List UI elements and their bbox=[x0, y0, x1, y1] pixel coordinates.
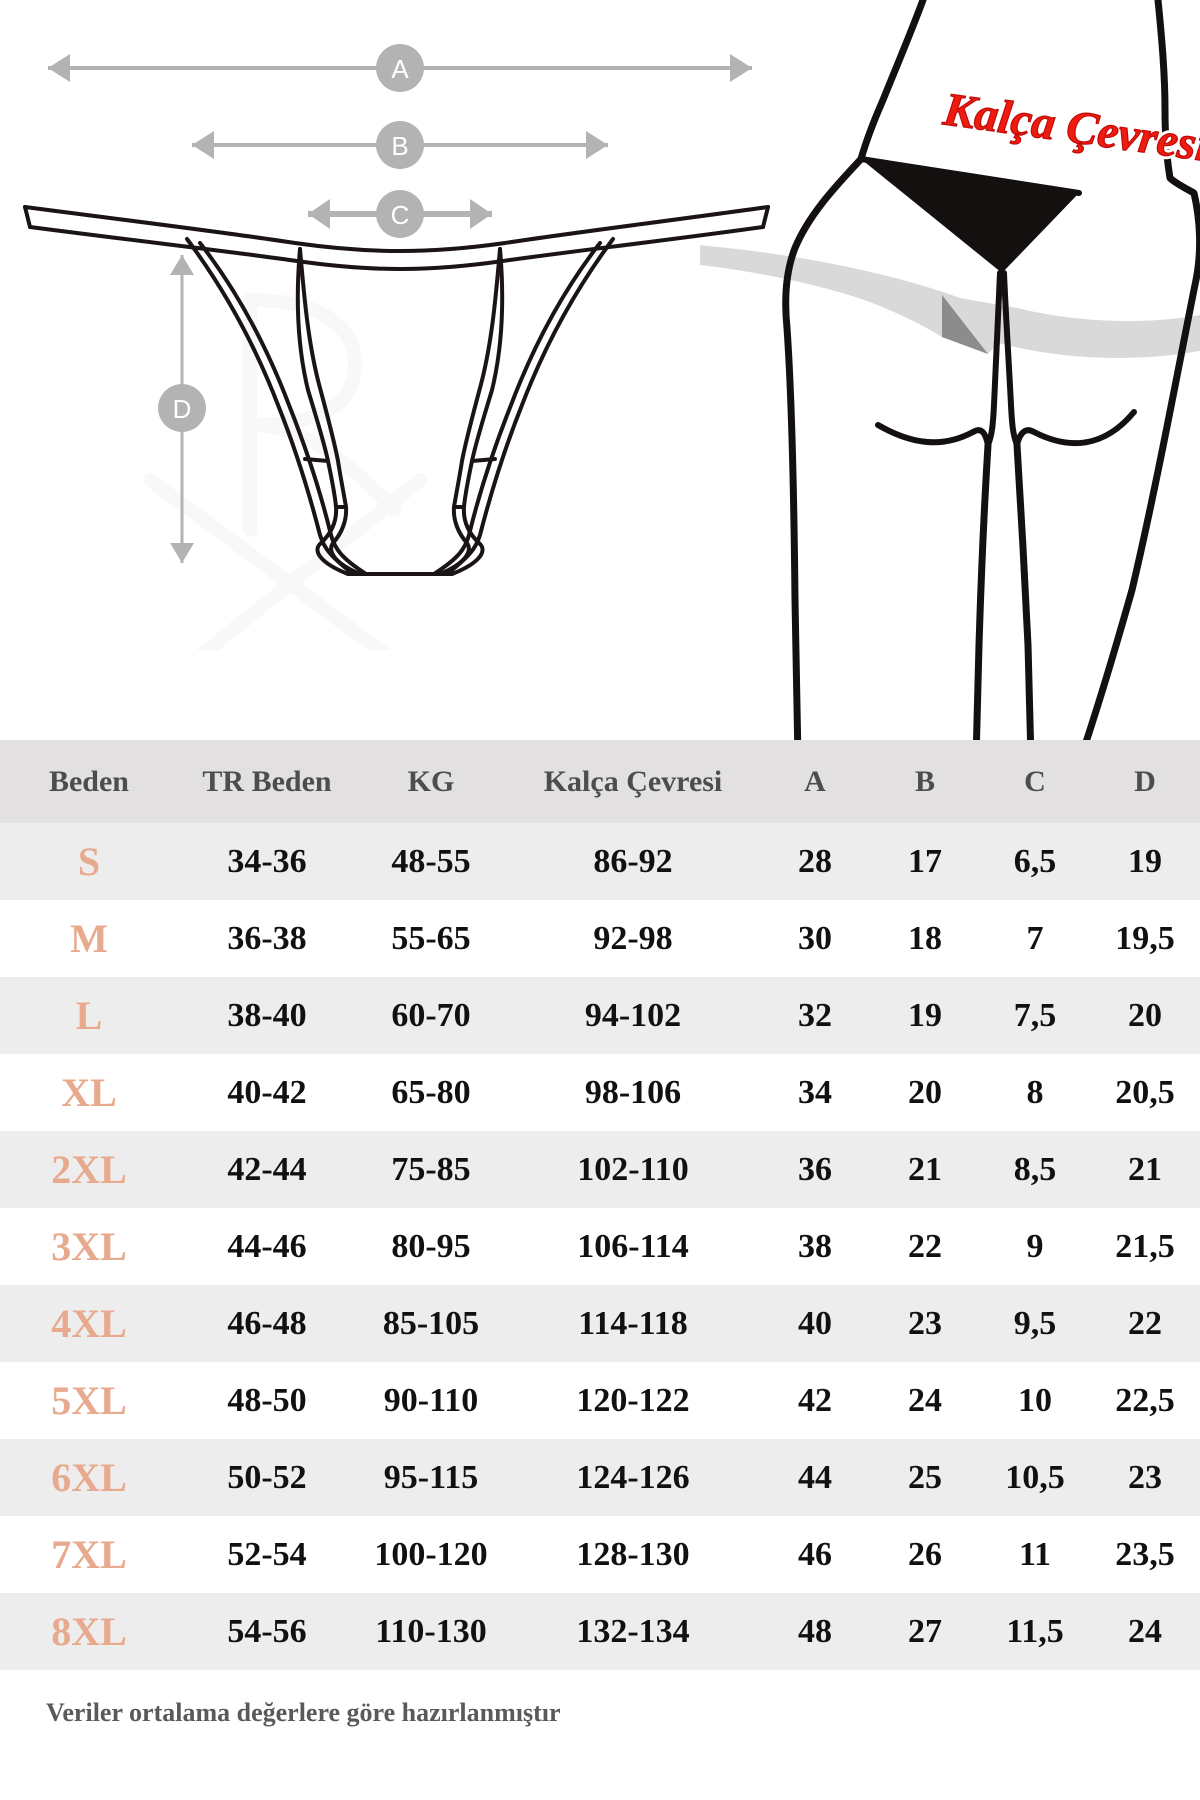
svg-text:A: A bbox=[391, 54, 409, 84]
svg-text:D: D bbox=[173, 394, 192, 424]
svg-text:C: C bbox=[391, 200, 410, 230]
svg-text:B: B bbox=[391, 131, 408, 161]
svg-text:Kalça Çevresi: Kalça Çevresi bbox=[939, 83, 1200, 172]
